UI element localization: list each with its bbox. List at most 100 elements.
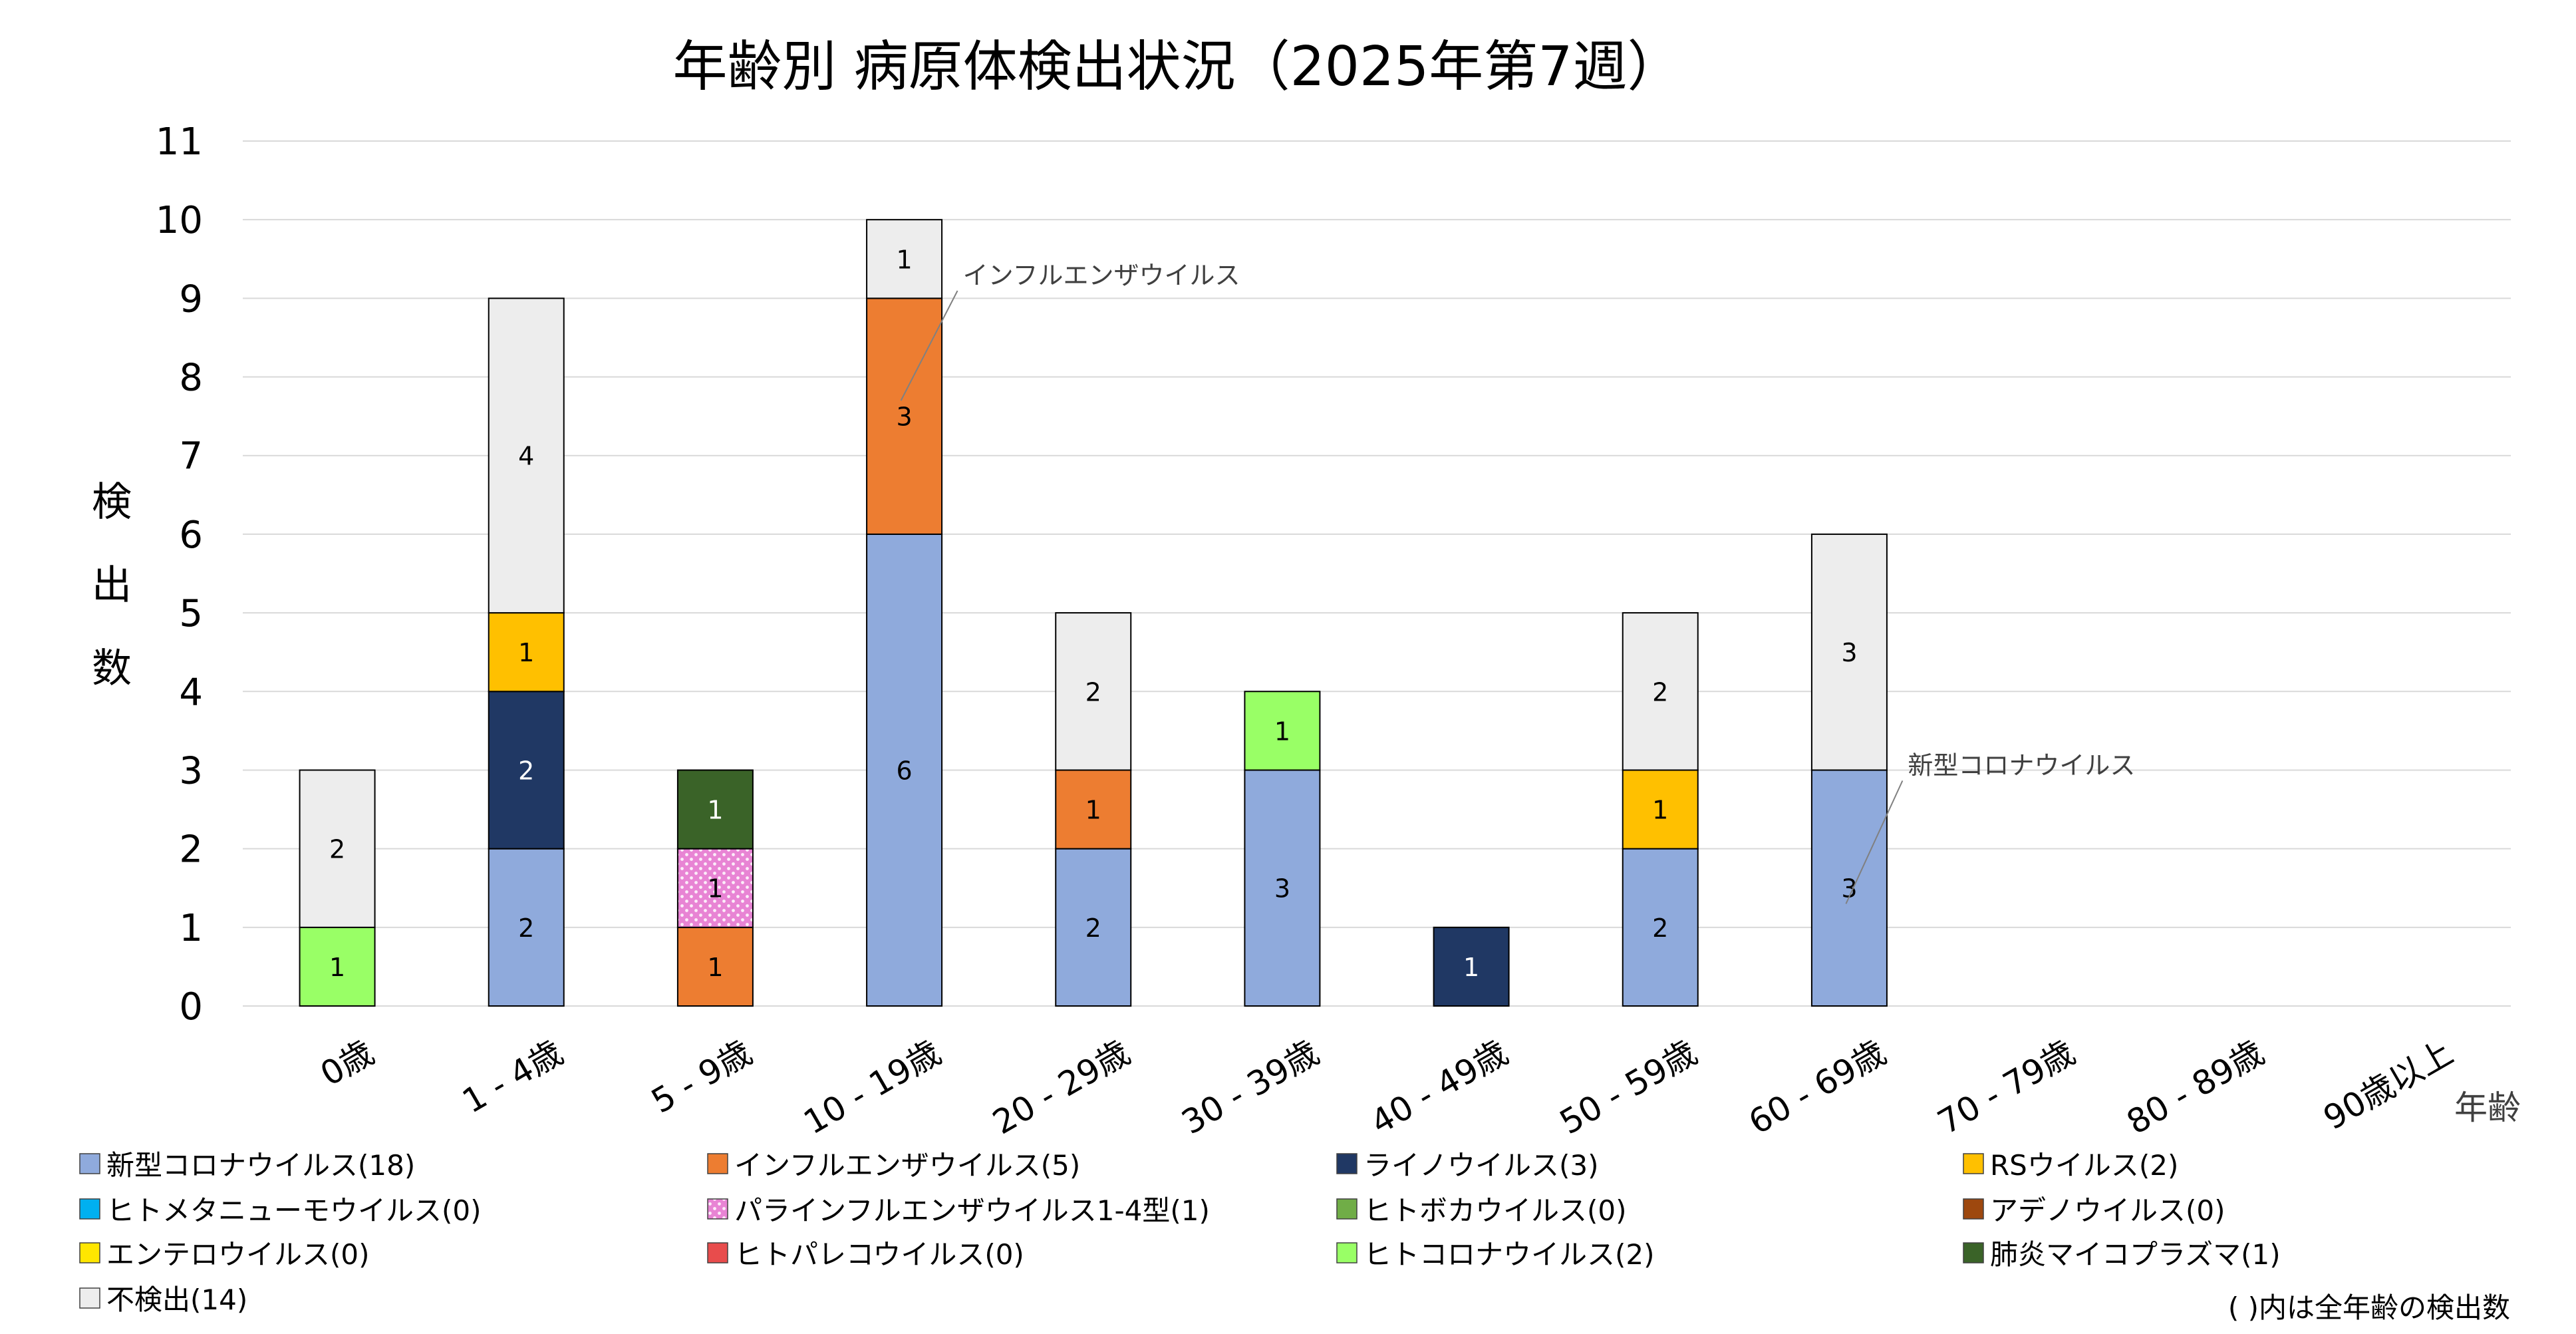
x-tick-label: 0歳 bbox=[314, 1033, 380, 1094]
legend-swatch bbox=[79, 1153, 100, 1174]
x-axis-label: 年齢 bbox=[2454, 1088, 2521, 1127]
legend-swatch bbox=[79, 1287, 100, 1309]
bar-segment bbox=[488, 297, 565, 614]
x-tick-label: 60 - 69歳 bbox=[1743, 1033, 1893, 1142]
legend-label: ヒトコロナウイルス(2) bbox=[1363, 1238, 1655, 1271]
legend-label: ヒトメタニューモウイルス(0) bbox=[106, 1194, 482, 1227]
bar-segment bbox=[1433, 926, 1510, 1007]
bar-segment bbox=[1055, 769, 1132, 850]
data-label: 2 bbox=[329, 835, 345, 864]
legend-swatch bbox=[1336, 1198, 1358, 1220]
gridlines bbox=[243, 140, 2511, 1007]
y-tick-label: 0 bbox=[179, 985, 203, 1029]
data-label: 6 bbox=[896, 756, 912, 785]
bars: 1 2 2 2 1 4 1 1 1 6 3 1 2 1 2 3 1 1 2 1 2 3 3 bbox=[299, 219, 1888, 1007]
y-tick-label: 7 bbox=[179, 435, 203, 478]
data-label: 1 bbox=[518, 638, 534, 667]
bar-segment bbox=[1244, 769, 1321, 1007]
legend-label: ライノウイルス(3) bbox=[1363, 1149, 1599, 1182]
data-label: 1 bbox=[707, 953, 723, 982]
chart-title: 年齢別 病原体検出状況（2025年第7週） bbox=[673, 35, 1682, 98]
x-axis-ticks: 0歳 1 - 4歳 5 - 9歳 10 - 19歳 20 - 29歳 30 - 39歳 40… bbox=[314, 1033, 2460, 1142]
legend-swatch bbox=[707, 1242, 728, 1263]
data-label: 2 bbox=[1085, 677, 1101, 707]
data-label: 2 bbox=[1652, 677, 1668, 707]
data-label: 1 bbox=[1463, 953, 1479, 982]
bar-segment bbox=[676, 848, 754, 928]
data-label: 1 bbox=[1274, 717, 1290, 746]
legend-label: エンテロウイルス(0) bbox=[106, 1238, 370, 1271]
legend: 新型コロナウイルス(18) インフルエンザウイルス(5) ライノウイルス(3) RSウ… bbox=[79, 1149, 2281, 1316]
bar-segment bbox=[1810, 533, 1888, 771]
data-label: 3 bbox=[1841, 874, 1857, 904]
bar-segment bbox=[866, 533, 943, 1007]
y-axis-label: 検出数 bbox=[92, 479, 132, 692]
bar-segment bbox=[1810, 769, 1888, 1007]
y-tick-label: 9 bbox=[179, 277, 203, 321]
bar-segment bbox=[299, 926, 376, 1007]
y-axis-ticks: 0 1 2 3 4 5 6 7 8 9 10 11 検出数 bbox=[92, 120, 203, 1029]
data-label: 2 bbox=[1085, 914, 1101, 943]
legend-swatch bbox=[79, 1242, 100, 1263]
y-tick-label: 2 bbox=[179, 828, 203, 872]
y-tick-label: 8 bbox=[179, 357, 203, 400]
legend-label: ヒトボカウイルス(0) bbox=[1363, 1194, 1627, 1227]
bar-segment bbox=[1055, 848, 1132, 1007]
x-tick-label: 20 - 29歳 bbox=[986, 1033, 1137, 1142]
y-tick-label: 10 bbox=[156, 199, 203, 242]
data-label: 3 bbox=[896, 403, 912, 432]
x-tick-label: 10 - 19歳 bbox=[797, 1033, 948, 1142]
legend-swatch bbox=[1336, 1153, 1358, 1174]
x-tick-label: 80 - 89歳 bbox=[2120, 1033, 2271, 1142]
data-label: 1 bbox=[1652, 796, 1668, 825]
bar-segment bbox=[866, 297, 943, 535]
legend-label: 不検出(14) bbox=[106, 1283, 247, 1316]
bar-segment bbox=[1622, 612, 1699, 771]
bar-segment bbox=[488, 612, 565, 693]
data-label: 1 bbox=[1085, 796, 1101, 825]
data-label: 1 bbox=[896, 245, 912, 274]
legend-swatch bbox=[1963, 1242, 1984, 1263]
data-label: 4 bbox=[518, 442, 534, 471]
legend-swatch bbox=[1336, 1242, 1358, 1263]
legend-swatch bbox=[1963, 1153, 1984, 1174]
legend-label: RSウイルス(2) bbox=[1990, 1149, 2178, 1182]
y-tick-label: 3 bbox=[179, 749, 203, 792]
legend-label: 新型コロナウイルス(18) bbox=[106, 1149, 415, 1182]
bar-segment bbox=[1622, 848, 1699, 1007]
y-tick-label: 4 bbox=[179, 671, 203, 714]
annotation-label: インフルエンザウイルス bbox=[963, 261, 1240, 290]
data-label: 2 bbox=[1652, 914, 1668, 943]
y-tick-label: 6 bbox=[179, 514, 203, 557]
data-label: 2 bbox=[518, 756, 534, 785]
y-tick-label: 11 bbox=[156, 120, 203, 164]
y-tick-label: 1 bbox=[179, 907, 203, 950]
legend-note: ( )内は全年齢の検出数 bbox=[2228, 1291, 2510, 1324]
legend-label: アデノウイルス(0) bbox=[1990, 1194, 2225, 1227]
x-tick-label: 40 - 49歳 bbox=[1364, 1033, 1514, 1142]
x-tick-label: 1 - 4歳 bbox=[456, 1033, 569, 1121]
legend-label: パラインフルエンザウイルス1-4型(1) bbox=[734, 1194, 1210, 1227]
data-label: 3 bbox=[1841, 638, 1857, 667]
legend-swatch bbox=[79, 1198, 100, 1220]
x-tick-label: 30 - 39歳 bbox=[1175, 1033, 1326, 1142]
legend-swatch bbox=[707, 1153, 728, 1174]
data-label: 1 bbox=[707, 874, 723, 904]
legend-label: インフルエンザウイルス(5) bbox=[734, 1149, 1080, 1182]
bar-segment bbox=[866, 219, 943, 299]
x-tick-label: 5 - 9歳 bbox=[645, 1033, 759, 1121]
data-label: 1 bbox=[707, 796, 723, 825]
legend-swatch bbox=[707, 1198, 728, 1220]
data-label: 2 bbox=[518, 914, 534, 943]
y-tick-label: 5 bbox=[179, 592, 203, 635]
data-label: 1 bbox=[329, 953, 345, 982]
legend-label: 肺炎マイコプラズマ(1) bbox=[1990, 1238, 2281, 1271]
legend-label: ヒトパレコウイルス(0) bbox=[734, 1238, 1024, 1271]
bar-segment bbox=[1055, 612, 1132, 771]
x-tick-label: 70 - 79歳 bbox=[1932, 1033, 2082, 1142]
annotation-leader-line bbox=[1845, 780, 1904, 904]
annotation-label: 新型コロナウイルス bbox=[1908, 750, 2135, 780]
